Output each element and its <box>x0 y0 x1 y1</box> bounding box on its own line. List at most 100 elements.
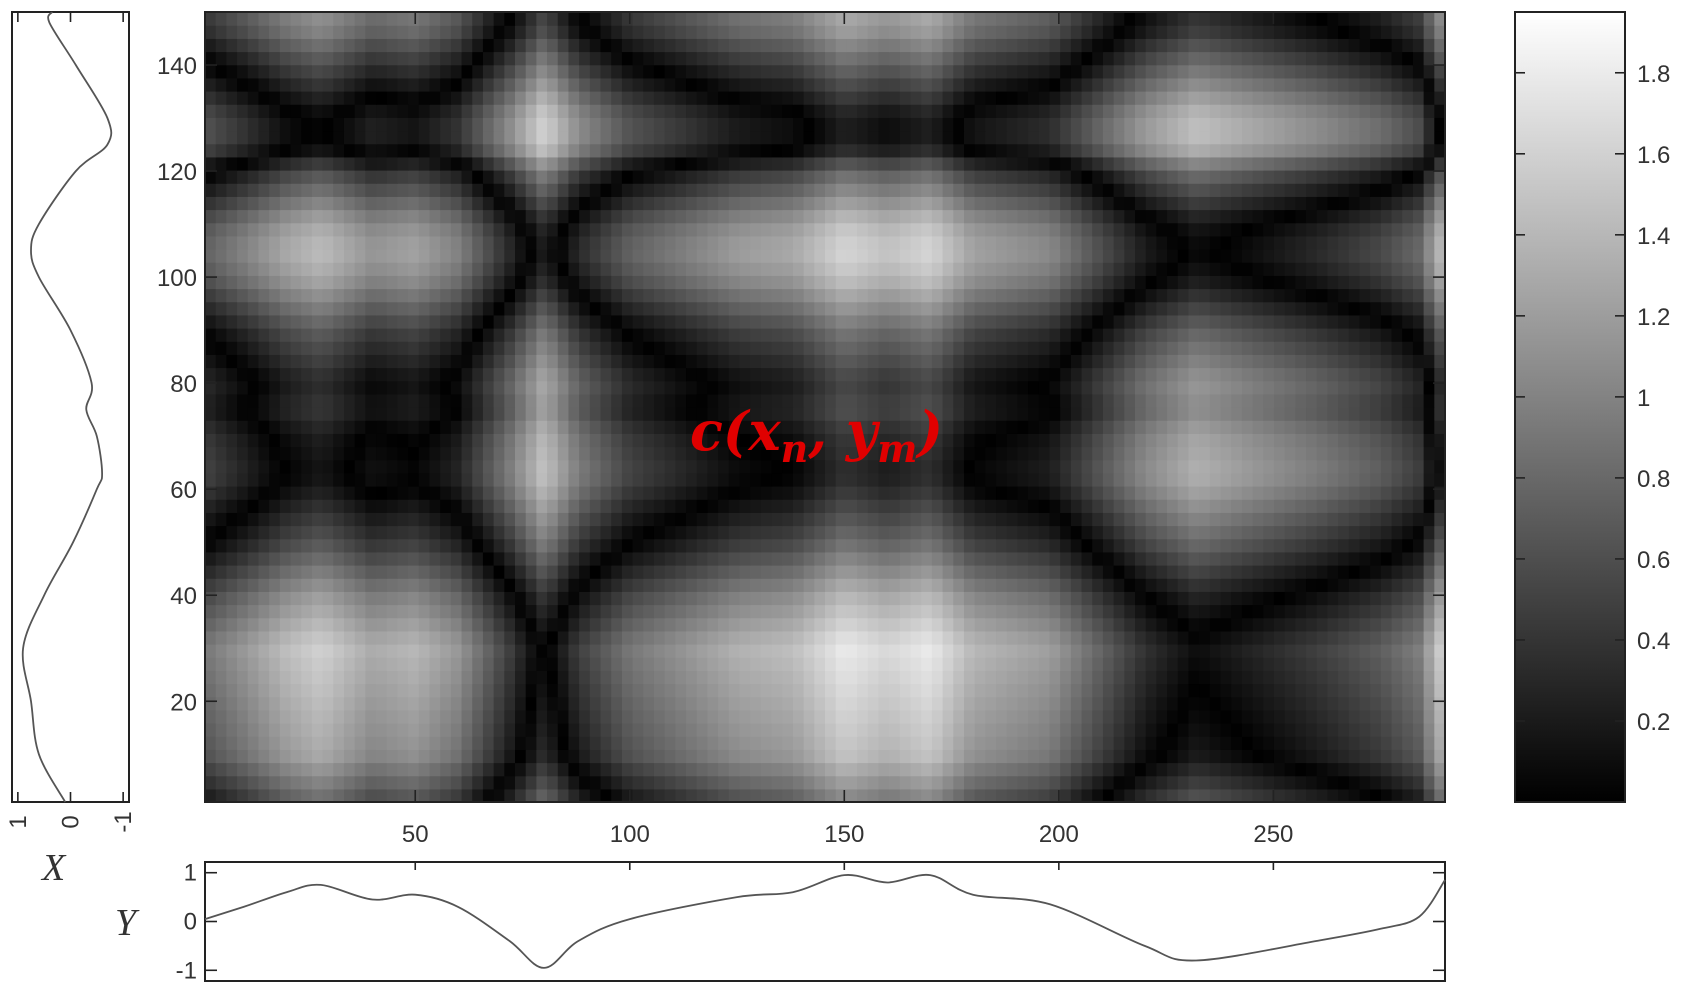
heatmap-cell <box>1380 459 1393 474</box>
heatmap-cell <box>1423 775 1435 790</box>
heatmap-cell <box>1006 644 1019 658</box>
heatmap-cell <box>1380 314 1393 329</box>
heatmap-cell <box>579 709 591 724</box>
heatmap-cell <box>376 683 388 698</box>
heatmap-cell <box>1284 788 1296 802</box>
heatmap-cell <box>846 499 858 513</box>
heatmap-cell <box>1263 472 1275 487</box>
heatmap-cell <box>1145 235 1157 250</box>
heatmap-cell <box>301 525 313 540</box>
heatmap-cell <box>1423 472 1435 487</box>
heatmap-cell <box>1145 420 1157 434</box>
heatmap-cell <box>718 446 730 461</box>
heatmap-cell <box>1060 565 1072 579</box>
heatmap-cell <box>1380 670 1393 685</box>
heatmap-cell <box>589 314 602 329</box>
heatmap-cell <box>322 604 334 619</box>
heatmap-cell <box>996 328 1008 342</box>
heatmap-cell <box>750 288 762 303</box>
heatmap-cell <box>1273 736 1286 750</box>
heatmap-cell <box>536 604 548 619</box>
heatmap-cell <box>867 459 880 474</box>
heatmap-cell <box>1273 538 1286 553</box>
heatmap-cell <box>931 630 944 645</box>
heatmap-cell <box>1028 683 1040 698</box>
heatmap-cell <box>600 459 612 474</box>
heatmap-cell <box>589 723 602 737</box>
heatmap-cell <box>1391 367 1403 382</box>
heatmap-cell <box>547 538 559 553</box>
heatmap-cell <box>696 762 709 777</box>
heatmap-cell <box>279 591 292 606</box>
heatmap-cell <box>1188 407 1200 421</box>
heatmap-cell <box>1017 275 1029 290</box>
heatmap-cell <box>1348 775 1361 790</box>
heatmap-cell <box>450 499 463 513</box>
heatmap-cell <box>1209 762 1222 777</box>
heatmap-cell <box>1391 775 1403 790</box>
heatmap-cell <box>493 459 505 474</box>
heatmap-cell <box>1006 630 1019 645</box>
heatmap-cell <box>418 314 431 329</box>
heatmap-cell <box>643 696 655 711</box>
heatmap-cell <box>1188 420 1200 434</box>
heatmap-cell <box>867 380 880 395</box>
heatmap-cell <box>418 723 431 737</box>
heatmap-cell <box>632 709 644 724</box>
heatmap-cell <box>1177 565 1190 579</box>
heatmap-cell <box>215 459 227 474</box>
heatmap-cell <box>963 407 976 421</box>
heatmap-cell <box>1156 380 1168 395</box>
heatmap-cell <box>397 472 409 487</box>
heatmap-cell <box>515 617 527 632</box>
heatmap-cell <box>418 565 431 579</box>
heatmap-cell <box>354 657 366 671</box>
heatmap-cell <box>1231 696 1243 711</box>
heatmap-cell <box>889 538 901 553</box>
heatmap-cell <box>899 341 912 355</box>
heatmap-cell <box>1359 788 1371 802</box>
heatmap-cell <box>1338 354 1350 369</box>
heatmap-cell <box>205 433 217 448</box>
heatmap-cell <box>1423 723 1435 737</box>
heatmap-cell <box>1316 499 1329 513</box>
heatmap-cell <box>1273 380 1286 395</box>
heatmap-cell <box>215 696 227 711</box>
heatmap-cell <box>931 235 944 250</box>
heatmap-cell <box>996 354 1008 369</box>
heatmap-cell <box>482 354 495 369</box>
heatmap-cell <box>1124 288 1136 303</box>
heatmap-cell <box>258 380 270 395</box>
heatmap-cell <box>536 617 548 632</box>
heatmap-cell <box>376 604 388 619</box>
heatmap-cell <box>611 788 623 802</box>
heatmap-cell <box>1060 709 1072 724</box>
heatmap-cell <box>739 433 751 448</box>
heatmap-cell <box>322 446 334 461</box>
heatmap-cell <box>1241 393 1254 408</box>
heatmap-cell <box>1263 670 1275 685</box>
heatmap-cell <box>889 486 901 500</box>
heatmap-cell <box>1135 407 1147 421</box>
heatmap-cell <box>504 486 516 500</box>
heatmap-cell <box>846 367 858 382</box>
heatmap-cell <box>1081 446 1093 461</box>
heatmap-cell <box>1188 709 1200 724</box>
heatmap-cell <box>1145 788 1157 802</box>
heatmap-cell <box>1327 525 1339 540</box>
heatmap-cell <box>215 525 227 540</box>
heatmap-cell <box>461 762 473 777</box>
heatmap-cell <box>386 459 399 474</box>
heatmap-cell <box>1006 525 1019 540</box>
heatmap-cell <box>440 314 452 329</box>
heatmap-cell <box>1006 551 1019 566</box>
heatmap-cell <box>707 301 719 316</box>
heatmap-cell <box>857 683 869 698</box>
heatmap-cell <box>910 551 922 566</box>
heatmap-cell <box>611 525 623 540</box>
heatmap-cell <box>1167 354 1179 369</box>
heatmap-cell <box>771 762 783 777</box>
heatmap-cell <box>557 578 570 592</box>
heatmap-cell <box>1423 235 1435 250</box>
heatmap-cell <box>1423 696 1435 711</box>
